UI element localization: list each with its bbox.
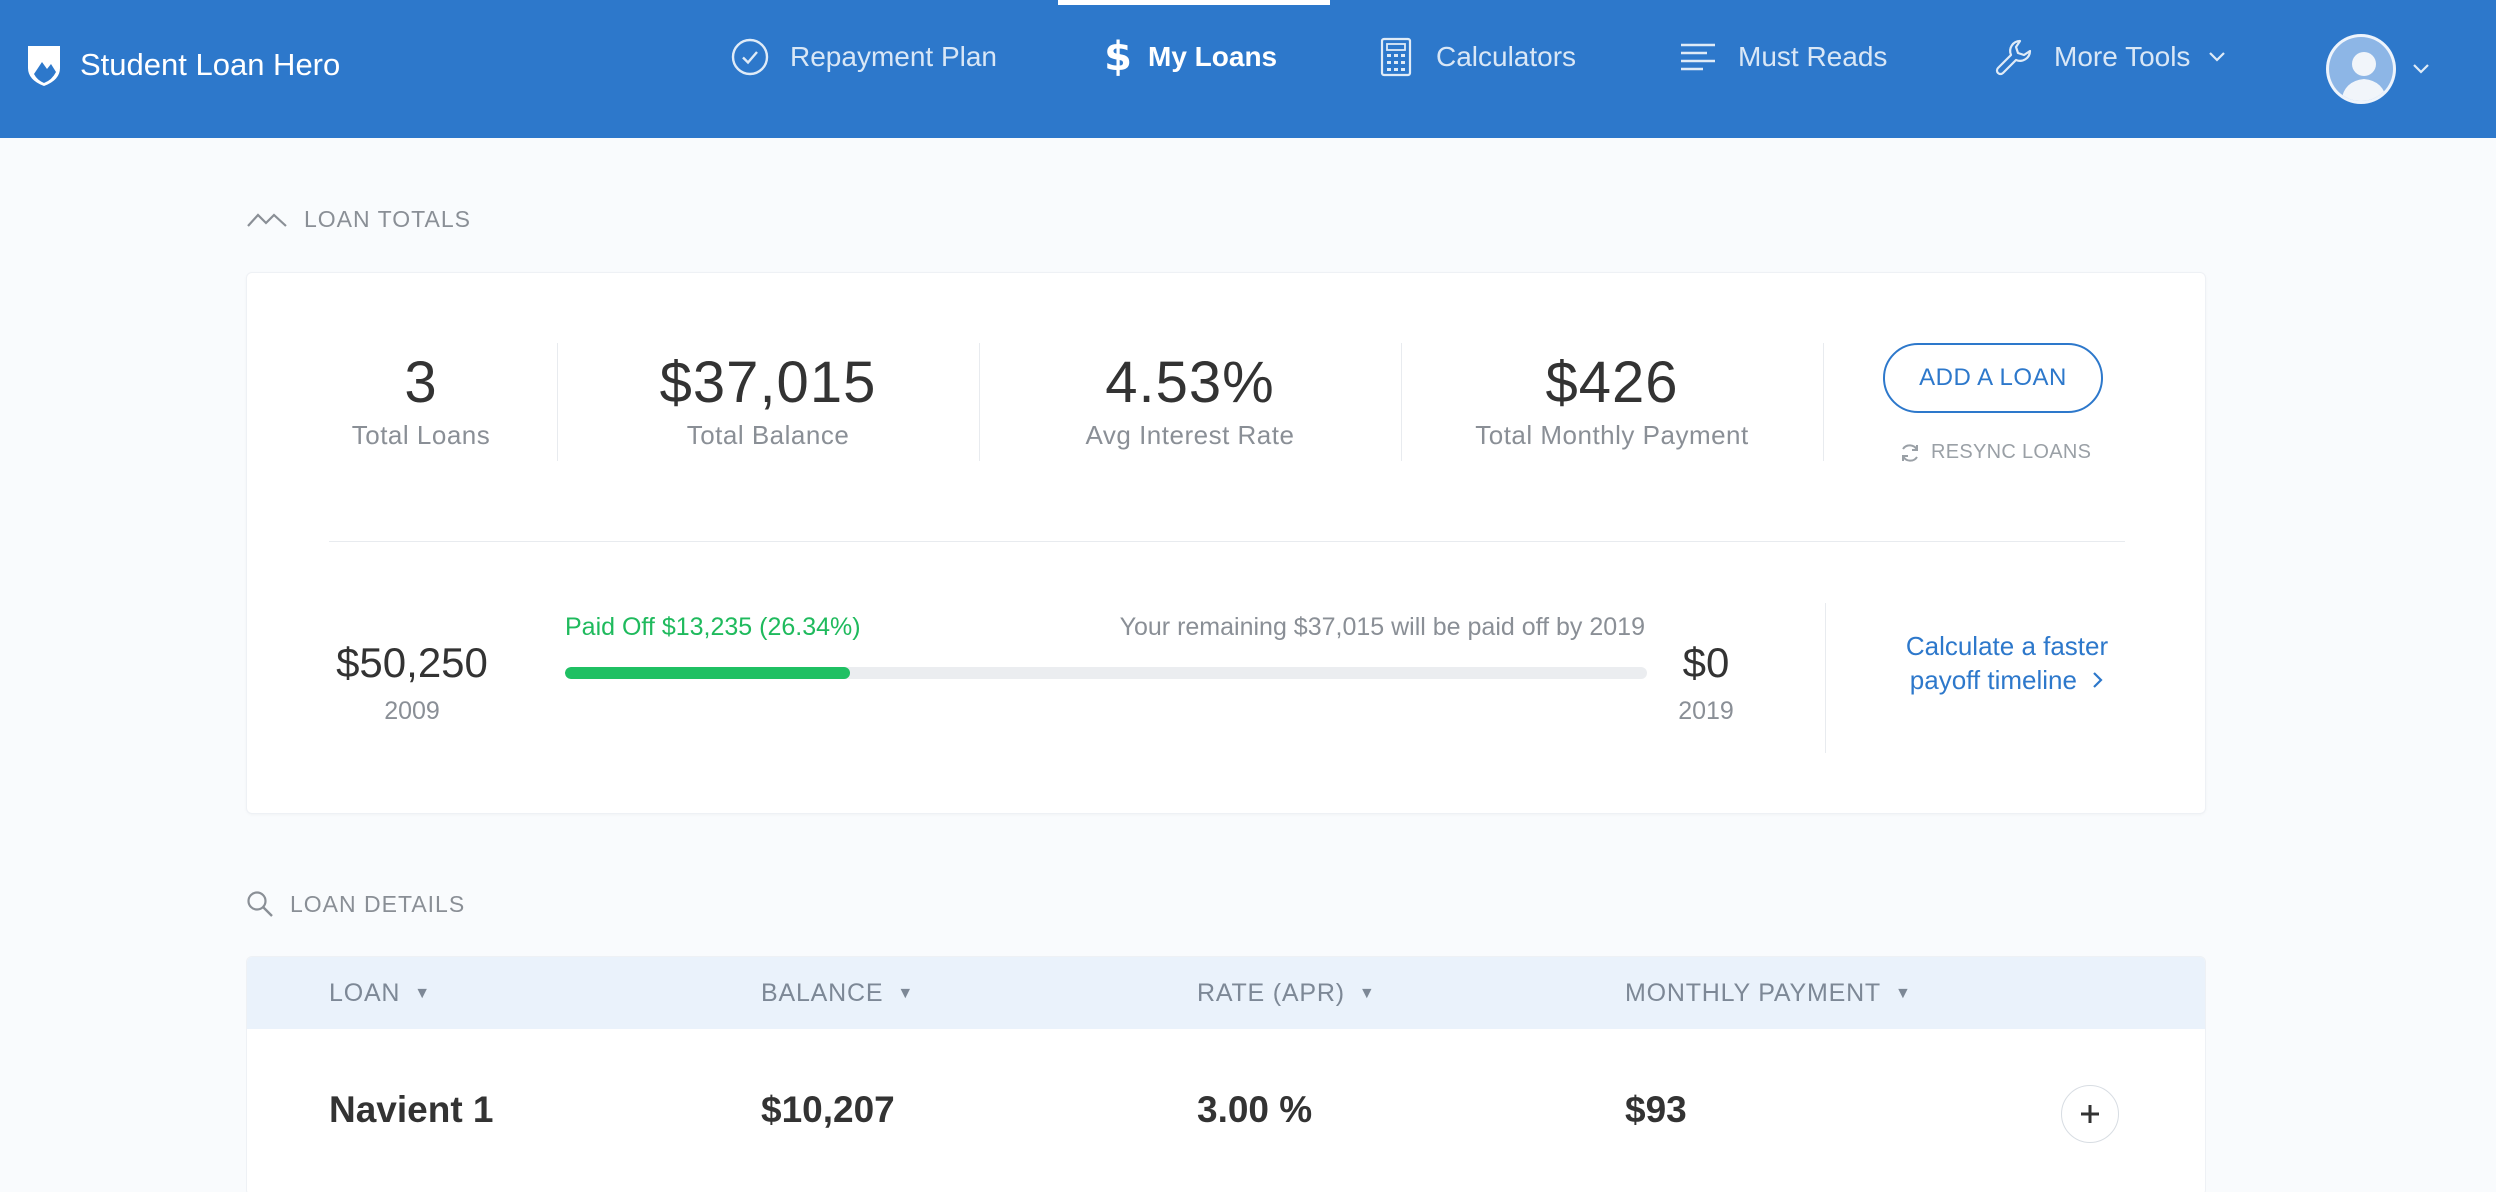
stat-value: 4.53%: [1105, 350, 1275, 415]
stat-total-loans: 3 Total Loans: [247, 349, 595, 451]
stat-avg-interest: 4.53% Avg Interest Rate: [979, 349, 1401, 451]
resync-loans-button[interactable]: RESYNC LOANS: [1899, 441, 2091, 464]
stat-value: 3: [404, 350, 438, 415]
stat-monthly-payment: $426 Total Monthly Payment: [1401, 349, 1823, 451]
list-lines-icon: [1678, 37, 1718, 77]
resync-label: RESYNC LOANS: [1931, 441, 2092, 463]
stat-total-balance: $37,015 Total Balance: [557, 349, 979, 451]
add-loan-button[interactable]: ADD A LOAN: [1883, 343, 2103, 413]
shield-logo-icon: [28, 46, 60, 86]
nav-label: Calculators: [1436, 41, 1577, 72]
sort-by-rate[interactable]: RATE (APR) ▼: [1197, 979, 1375, 1008]
paid-off-text: Paid Off $13,235 (26.34%): [565, 613, 861, 641]
nav-more-tools[interactable]: More Tools: [1994, 0, 2226, 138]
payoff-progress-fill: [565, 667, 850, 679]
wrench-icon: [1994, 37, 2034, 77]
start-balance: $50,250 2009: [329, 639, 495, 726]
nav-label: Repayment Plan: [790, 41, 998, 72]
expand-row-button[interactable]: [2061, 1085, 2119, 1143]
avatar: [2326, 34, 2396, 104]
sort-by-monthly-payment[interactable]: MONTHLY PAYMENT ▼: [1625, 979, 1912, 1008]
chevron-down-icon: [2209, 52, 2226, 62]
brand[interactable]: Student Loan Hero: [24, 40, 340, 90]
loan-details-table: LOAN ▼ BALANCE ▼ RATE (APR) ▼ MONTHLY PA…: [246, 956, 2206, 1192]
loan-payment: $93: [1625, 1089, 1687, 1130]
divider: [979, 343, 980, 461]
divider: [1825, 603, 1826, 753]
section-title: LOAN DETAILS: [290, 890, 466, 917]
end-amount: $0: [1682, 639, 1730, 686]
loan-name: Navient 1: [329, 1089, 494, 1130]
end-year: 2019: [1678, 697, 1734, 725]
stat-label: Avg Interest Rate: [1085, 420, 1295, 450]
stat-value: $37,015: [659, 350, 877, 415]
remaining-text: Your remaining $37,015 will be paid off …: [1119, 613, 1645, 641]
column-header: LOAN: [329, 979, 401, 1007]
divider: [1401, 343, 1402, 461]
search-icon: [246, 890, 274, 918]
refresh-icon: [1899, 442, 1921, 464]
chevron-right-icon: [2093, 672, 2103, 688]
chevron-down-icon: [2413, 64, 2429, 74]
loan-rate: 3.00 %: [1197, 1089, 1313, 1130]
sort-by-loan[interactable]: LOAN ▼: [329, 979, 431, 1008]
nav-active-indicator: [1058, 0, 1330, 5]
sort-by-balance[interactable]: BALANCE ▼: [761, 979, 914, 1008]
loan-details-heading: LOAN DETAILS: [246, 890, 465, 918]
column-header: RATE (APR): [1197, 979, 1345, 1007]
top-nav-bar: Student Loan Hero Repayment Plan $ My Lo…: [0, 0, 2496, 138]
check-circle-icon: [730, 37, 770, 77]
caret-down-icon: ▼: [897, 984, 914, 1002]
section-title: LOAN TOTALS: [304, 206, 471, 232]
dollar-icon: $: [1104, 34, 1132, 80]
stat-label: Total Monthly Payment: [1475, 420, 1749, 450]
nav-repayment-plan[interactable]: Repayment Plan: [730, 0, 997, 138]
table-header: LOAN ▼ BALANCE ▼ RATE (APR) ▼ MONTHLY PA…: [247, 957, 2205, 1029]
faster-payoff-label: Calculate a faster payoff timeline: [1905, 631, 2109, 695]
nav-label: More Tools: [2054, 41, 2191, 72]
column-header: MONTHLY PAYMENT: [1625, 979, 1882, 1007]
stat-label: Total Balance: [686, 420, 850, 450]
stat-label: Total Loans: [351, 420, 491, 450]
plus-icon: [2081, 1105, 2099, 1123]
calculator-icon: [1376, 37, 1416, 77]
nav-calculators[interactable]: Calculators: [1376, 0, 1576, 138]
end-balance: $0 2019: [1661, 639, 1751, 726]
nav-my-loans[interactable]: $ My Loans: [1104, 0, 1277, 138]
nav-label: Must Reads: [1738, 41, 1888, 72]
user-menu[interactable]: [2326, 34, 2430, 104]
nav-must-reads[interactable]: Must Reads: [1678, 0, 1887, 138]
trend-line-icon: [246, 210, 288, 230]
divider: [329, 541, 2125, 542]
loan-totals-heading: LOAN TOTALS: [246, 206, 471, 233]
nav-label: My Loans: [1148, 41, 1278, 72]
brand-name: Student Loan Hero: [80, 47, 341, 82]
caret-down-icon: ▼: [414, 984, 431, 1002]
divider: [1823, 343, 1824, 461]
stat-value: $426: [1545, 350, 1679, 415]
start-amount: $50,250: [336, 639, 488, 686]
column-header: BALANCE: [761, 979, 884, 1007]
caret-down-icon: ▼: [1358, 984, 1376, 1002]
faster-payoff-link[interactable]: Calculate a faster payoff timeline: [1887, 629, 2127, 697]
divider: [557, 343, 558, 461]
user-silhouette-icon: [2341, 52, 2387, 101]
payoff-progress-bar: [565, 667, 1647, 679]
loan-totals-card: 3 Total Loans $37,015 Total Balance 4.53…: [246, 272, 2206, 814]
caret-down-icon: ▼: [1895, 984, 1912, 1002]
loan-balance: $10,207: [761, 1089, 895, 1130]
start-year: 2009: [384, 697, 440, 725]
